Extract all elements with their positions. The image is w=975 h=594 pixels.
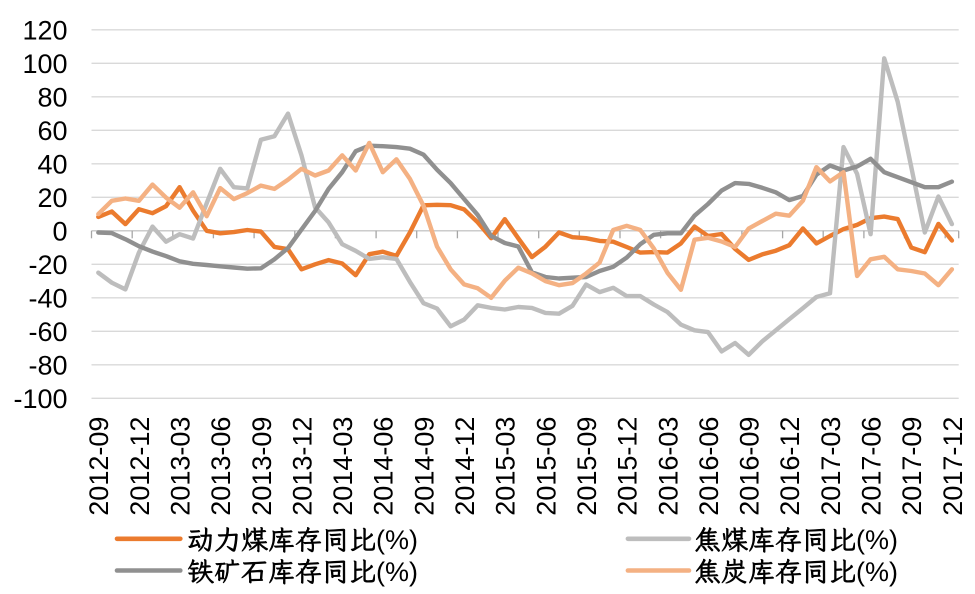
svg-text:40: 40: [37, 150, 67, 180]
svg-text:2013-03: 2013-03: [166, 417, 196, 516]
svg-text:2013-09: 2013-09: [247, 417, 277, 516]
svg-text:-40: -40: [28, 284, 67, 314]
svg-text:2013-06: 2013-06: [206, 417, 236, 516]
svg-text:2014-03: 2014-03: [328, 417, 358, 516]
svg-text:2012-12: 2012-12: [125, 417, 155, 516]
svg-text:-80: -80: [28, 351, 67, 381]
svg-text:2016-06: 2016-06: [694, 417, 724, 516]
svg-text:-20: -20: [28, 250, 67, 280]
svg-text:(%): (%): [376, 525, 418, 555]
svg-text:2012-09: 2012-09: [84, 417, 114, 516]
svg-text:120: 120: [22, 16, 67, 46]
svg-text:2014-09: 2014-09: [409, 417, 439, 516]
svg-text:80: 80: [37, 83, 67, 113]
svg-text:2017-12: 2017-12: [938, 417, 968, 516]
svg-text:100: 100: [22, 49, 67, 79]
svg-text:2014-06: 2014-06: [369, 417, 399, 516]
svg-text:20: 20: [37, 183, 67, 213]
svg-text:2015-03: 2015-03: [491, 417, 521, 516]
svg-text:2016-03: 2016-03: [653, 417, 683, 516]
svg-text:-60: -60: [28, 317, 67, 347]
svg-text:2016-12: 2016-12: [775, 417, 805, 516]
svg-text:2014-12: 2014-12: [450, 417, 480, 516]
svg-text:0: 0: [52, 217, 67, 247]
svg-text:2015-09: 2015-09: [572, 417, 602, 516]
svg-text:(%): (%): [856, 557, 898, 587]
svg-text:2015-12: 2015-12: [613, 417, 643, 516]
svg-text:2017-03: 2017-03: [816, 417, 846, 516]
svg-text:2015-06: 2015-06: [531, 417, 561, 516]
svg-text:-100: -100: [13, 384, 67, 414]
svg-text:2016-09: 2016-09: [735, 417, 765, 516]
svg-text:60: 60: [37, 116, 67, 146]
svg-text:2017-09: 2017-09: [897, 417, 927, 516]
svg-text:(%): (%): [856, 525, 898, 555]
svg-text:2017-06: 2017-06: [857, 417, 887, 516]
svg-text:(%): (%): [376, 557, 418, 587]
svg-text:2013-12: 2013-12: [287, 417, 317, 516]
